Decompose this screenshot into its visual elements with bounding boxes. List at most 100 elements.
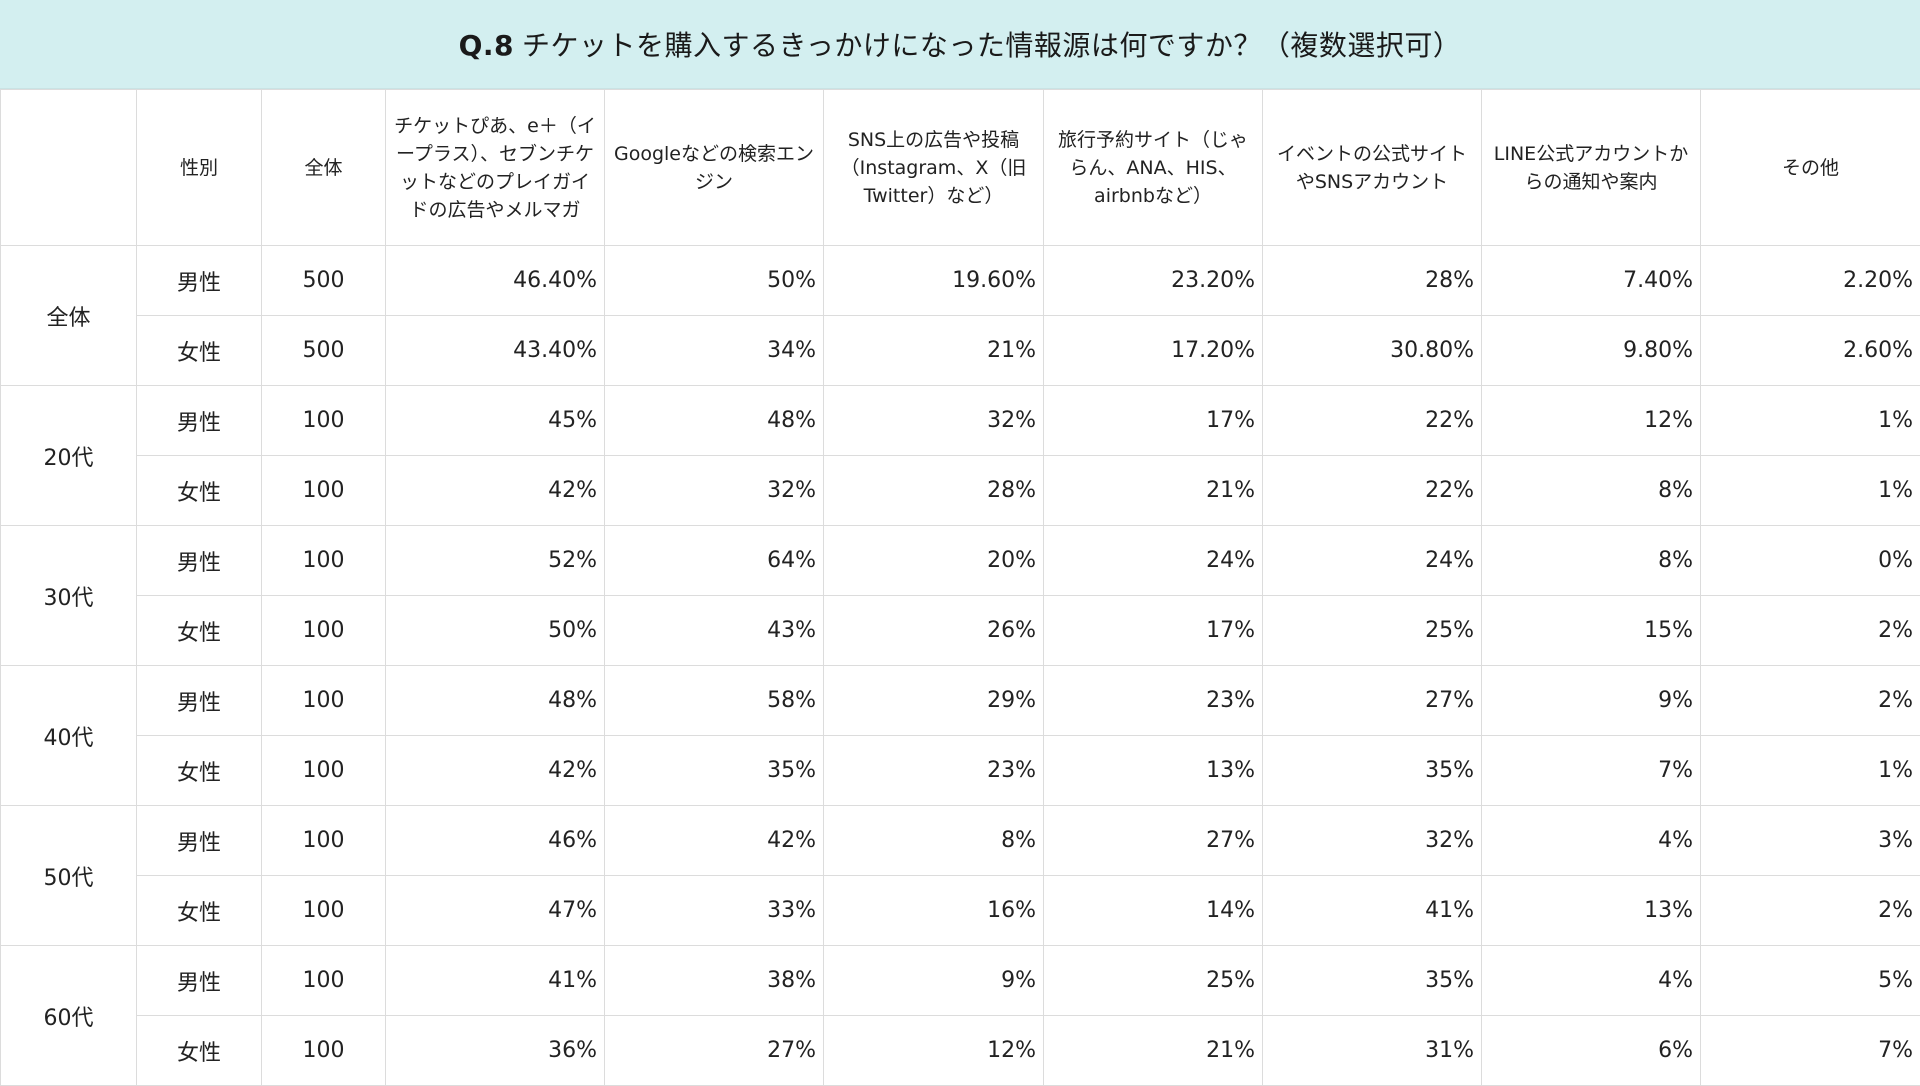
value-cell: 30.80% [1263,316,1482,386]
value-cell: 2% [1701,666,1920,736]
value-cell: 32% [824,386,1044,456]
gender-label: 女性 [137,456,262,526]
value-cell: 16% [824,876,1044,946]
value-cell: 9% [824,946,1044,1016]
value-cell: 7% [1482,736,1701,806]
value-cell: 2.60% [1701,316,1920,386]
value-cell: 52% [386,526,605,596]
respondent-count: 100 [262,386,386,456]
header-gender: 性別 [137,90,262,246]
age-group-label: 60代 [1,946,137,1086]
header-total: 全体 [262,90,386,246]
table-row: 30代 男性 100 52% 64% 20% 24% 24% 8% 0% [1,526,1920,596]
table-row: 女性 100 42% 32% 28% 21% 22% 8% 1% [1,456,1920,526]
table-row: 40代 男性 100 48% 58% 29% 23% 27% 9% 2% [1,666,1920,736]
value-cell: 1% [1701,736,1920,806]
value-cell: 58% [605,666,824,736]
value-cell: 21% [824,316,1044,386]
value-cell: 25% [1044,946,1263,1016]
question-number: Q.8 [459,29,514,62]
age-group-label: 20代 [1,386,137,526]
respondent-count: 100 [262,736,386,806]
value-cell: 24% [1044,526,1263,596]
table-row: 20代 男性 100 45% 48% 32% 17% 22% 12% 1% [1,386,1920,456]
value-cell: 8% [1482,456,1701,526]
table-row: 女性 500 43.40% 34% 21% 17.20% 30.80% 9.80… [1,316,1920,386]
question-text: チケットを購入するきっかけになった情報源は何ですか？（複数選択可） [522,29,1461,62]
value-cell: 20% [824,526,1044,596]
value-cell: 23% [824,736,1044,806]
value-cell: 48% [386,666,605,736]
value-cell: 34% [605,316,824,386]
respondent-count: 500 [262,246,386,316]
value-cell: 45% [386,386,605,456]
value-cell: 35% [1263,736,1482,806]
age-group-label: 40代 [1,666,137,806]
value-cell: 35% [1263,946,1482,1016]
value-cell: 28% [1263,246,1482,316]
value-cell: 48% [605,386,824,456]
gender-label: 男性 [137,666,262,736]
age-group-label: 全体 [1,246,137,386]
value-cell: 17% [1044,596,1263,666]
header-option-line: LINE公式アカウントからの通知や案内 [1482,90,1701,246]
survey-results-table: 性別 全体 チケットぴあ、e＋（イープラス）、セブンチケットなどのプレイガイドの… [0,89,1920,1086]
value-cell: 31% [1263,1016,1482,1086]
value-cell: 2.20% [1701,246,1920,316]
value-cell: 27% [605,1016,824,1086]
value-cell: 22% [1263,456,1482,526]
table-row: 女性 100 47% 33% 16% 14% 41% 13% 2% [1,876,1920,946]
gender-label: 男性 [137,526,262,596]
value-cell: 33% [605,876,824,946]
value-cell: 43% [605,596,824,666]
gender-label: 女性 [137,736,262,806]
respondent-count: 100 [262,946,386,1016]
value-cell: 9.80% [1482,316,1701,386]
value-cell: 43.40% [386,316,605,386]
table-row: 女性 100 42% 35% 23% 13% 35% 7% 1% [1,736,1920,806]
gender-label: 男性 [137,806,262,876]
respondent-count: 100 [262,666,386,736]
gender-label: 女性 [137,876,262,946]
header-option-other: その他 [1701,90,1920,246]
age-group-label: 50代 [1,806,137,946]
respondent-count: 100 [262,596,386,666]
value-cell: 1% [1701,456,1920,526]
value-cell: 15% [1482,596,1701,666]
header-option-playguide: チケットぴあ、e＋（イープラス）、セブンチケットなどのプレイガイドの広告やメルマ… [386,90,605,246]
value-cell: 9% [1482,666,1701,736]
value-cell: 3% [1701,806,1920,876]
gender-label: 女性 [137,316,262,386]
table-row: 女性 100 50% 43% 26% 17% 25% 15% 2% [1,596,1920,666]
value-cell: 64% [605,526,824,596]
value-cell: 46% [386,806,605,876]
value-cell: 19.60% [824,246,1044,316]
value-cell: 35% [605,736,824,806]
value-cell: 5% [1701,946,1920,1016]
table-row: 全体 男性 500 46.40% 50% 19.60% 23.20% 28% 7… [1,246,1920,316]
gender-label: 男性 [137,946,262,1016]
value-cell: 36% [386,1016,605,1086]
value-cell: 38% [605,946,824,1016]
value-cell: 17% [1044,386,1263,456]
value-cell: 42% [605,806,824,876]
value-cell: 7% [1701,1016,1920,1086]
value-cell: 32% [1263,806,1482,876]
value-cell: 8% [824,806,1044,876]
header-age [1,90,137,246]
value-cell: 8% [1482,526,1701,596]
value-cell: 24% [1263,526,1482,596]
value-cell: 27% [1263,666,1482,736]
value-cell: 41% [386,946,605,1016]
value-cell: 42% [386,736,605,806]
value-cell: 50% [605,246,824,316]
respondent-count: 100 [262,526,386,596]
value-cell: 41% [1263,876,1482,946]
value-cell: 14% [1044,876,1263,946]
table-header-row: 性別 全体 チケットぴあ、e＋（イープラス）、セブンチケットなどのプレイガイドの… [1,90,1920,246]
table-row: 60代 男性 100 41% 38% 9% 25% 35% 4% 5% [1,946,1920,1016]
respondent-count: 100 [262,876,386,946]
value-cell: 27% [1044,806,1263,876]
